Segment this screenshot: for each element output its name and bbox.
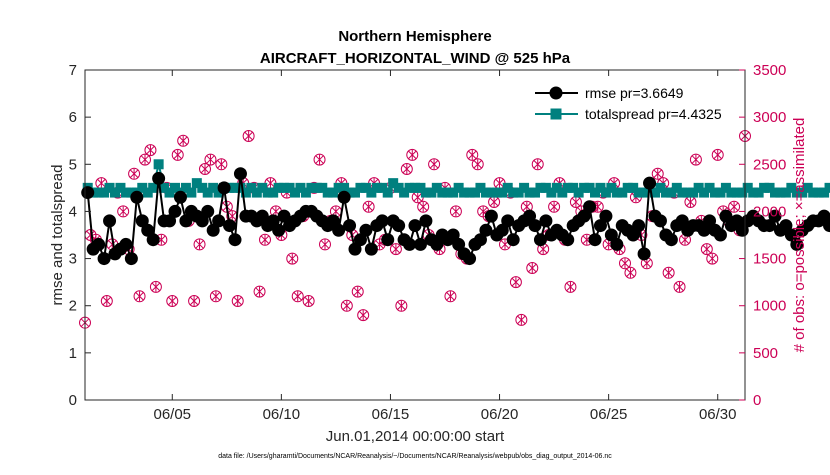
y-right-tick-label: 2500 bbox=[753, 156, 786, 173]
y-left-tick-label: 3 bbox=[69, 251, 77, 268]
rmse-point bbox=[610, 238, 623, 251]
y-right-tick-label: 1000 bbox=[753, 298, 786, 315]
x-tick-label: 06/20 bbox=[481, 406, 519, 423]
y-right-tick-label: 1500 bbox=[753, 251, 786, 268]
rmse-point bbox=[92, 238, 105, 251]
chart-title: Northern Hemisphere bbox=[338, 28, 491, 45]
y-right-tick-label: 500 bbox=[753, 345, 778, 362]
rmse-point bbox=[392, 219, 405, 232]
rmse-point bbox=[169, 205, 182, 218]
rmse-point bbox=[714, 229, 727, 242]
y-left-tick-label: 5 bbox=[69, 156, 77, 173]
rmse-point bbox=[201, 205, 214, 218]
totalspread-point bbox=[825, 183, 830, 193]
rmse-point bbox=[223, 219, 236, 232]
totalspread-point bbox=[154, 159, 164, 169]
chart-subtitle: AIRCRAFT_HORIZONTAL_WIND @ 525 hPa bbox=[260, 50, 571, 67]
rmse-point bbox=[229, 233, 242, 246]
rmse-point bbox=[218, 181, 231, 194]
rmse-point bbox=[507, 233, 520, 246]
y-left-tick-label: 6 bbox=[69, 109, 77, 126]
rmse-point bbox=[119, 238, 132, 251]
y-axis-label-left: rmse and totalspread bbox=[49, 165, 66, 306]
rmse-point bbox=[599, 210, 612, 223]
rmse-point bbox=[103, 214, 116, 227]
y-left-tick-label: 1 bbox=[69, 345, 77, 362]
rmse-point bbox=[561, 233, 574, 246]
rmse-point bbox=[234, 167, 247, 180]
rmse-point bbox=[665, 233, 678, 246]
legend-rmse-marker bbox=[550, 87, 563, 100]
y-left-tick-label: 0 bbox=[69, 392, 77, 409]
y-right-tick-label: 2000 bbox=[753, 203, 786, 220]
y-right-tick-label: 3000 bbox=[753, 109, 786, 126]
rmse-point bbox=[638, 247, 651, 260]
y-right-tick-label: 3500 bbox=[753, 62, 786, 79]
rmse-point bbox=[419, 214, 432, 227]
rmse-point bbox=[152, 172, 165, 185]
rmse-point bbox=[147, 233, 160, 246]
legend-rmse-label: rmse pr=3.6649 bbox=[585, 85, 684, 101]
totalspread-point bbox=[186, 188, 196, 198]
x-tick-label: 06/15 bbox=[372, 406, 410, 423]
x-tick-label: 06/05 bbox=[153, 406, 191, 423]
rmse-point bbox=[174, 191, 187, 204]
rmse-point bbox=[463, 252, 476, 265]
rmse-point bbox=[381, 233, 394, 246]
rmse-point bbox=[485, 210, 498, 223]
rmse-point bbox=[589, 233, 602, 246]
x-axis-label: Jun.01,2014 00:00:00 start bbox=[326, 428, 505, 445]
rmse-point bbox=[539, 214, 552, 227]
rmse-point bbox=[343, 219, 356, 232]
legend: rmse pr=3.6649 totalspread pr=4.4325 bbox=[528, 80, 736, 128]
x-tick-label: 06/25 bbox=[590, 406, 628, 423]
rmse-point bbox=[125, 252, 138, 265]
legend-spread-label: totalspread pr=4.4325 bbox=[585, 106, 722, 122]
rmse-point bbox=[81, 186, 94, 199]
rmse-point bbox=[654, 214, 667, 227]
y-right-tick-label: 0 bbox=[753, 392, 761, 409]
footer-data-file: data file: /Users/gharamti/Documents/NCA… bbox=[218, 453, 612, 460]
totalspread-point bbox=[383, 188, 393, 198]
rmse-point bbox=[130, 191, 143, 204]
x-tick-label: 06/30 bbox=[699, 406, 737, 423]
x-tick-label: 06/10 bbox=[263, 406, 301, 423]
rmse-point bbox=[643, 177, 656, 190]
y-left-tick-label: 4 bbox=[69, 203, 77, 220]
rmse-point bbox=[365, 243, 378, 256]
legend-spread-marker bbox=[551, 109, 562, 120]
rmse-point bbox=[338, 191, 351, 204]
rmse-point bbox=[632, 219, 645, 232]
y-left-tick-label: 7 bbox=[69, 62, 77, 79]
y-axis-label-right: # of obs: o=possible; ×=assimilated bbox=[791, 118, 808, 353]
y-left-tick-label: 2 bbox=[69, 298, 77, 315]
rmse-point bbox=[583, 200, 596, 213]
